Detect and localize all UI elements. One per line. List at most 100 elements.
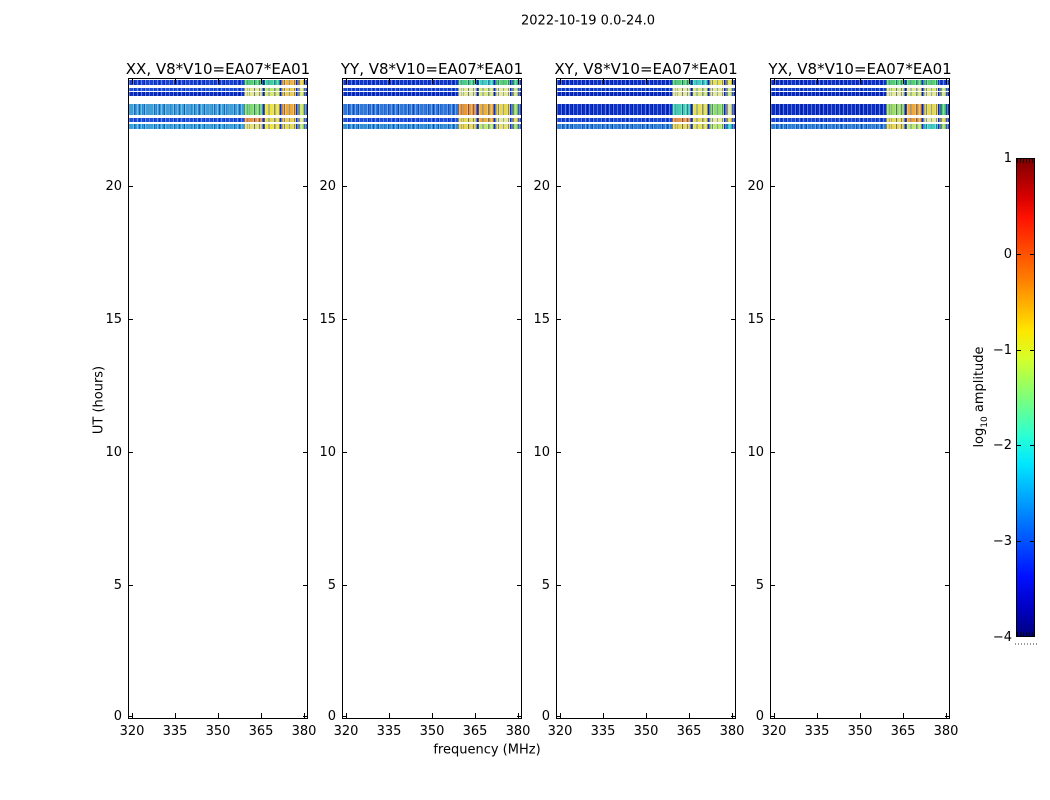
- heatmap-row: [343, 104, 521, 115]
- colorbar-tick: [1030, 349, 1034, 351]
- y-tick: [303, 451, 307, 453]
- y-tick-label: 10: [105, 444, 122, 460]
- colorbar-tick: [1017, 254, 1021, 256]
- x-tick: [946, 79, 947, 84]
- colorbar-tick-label: 0: [1003, 246, 1012, 262]
- colorbar-tick: [1030, 540, 1034, 542]
- y-tick-label: 0: [541, 709, 550, 724]
- y-tick-label: 20: [533, 178, 550, 194]
- y-tick-label: 0: [755, 709, 764, 724]
- x-tick: [218, 79, 219, 84]
- y-tick-label: 0: [327, 709, 336, 724]
- heatmap-panel: [342, 78, 522, 719]
- colorbar-label-prefix: log: [972, 427, 988, 448]
- y-tick: [343, 318, 347, 320]
- y-tick: [945, 185, 949, 187]
- x-tick: [346, 79, 347, 84]
- heatmap-row: [129, 104, 307, 115]
- x-tick: [817, 713, 818, 718]
- heatmap-row: [129, 117, 307, 122]
- y-tick: [129, 451, 133, 453]
- x-tick-label: 320: [547, 724, 573, 739]
- x-tick-label: 320: [761, 724, 787, 739]
- x-tick-label: 380: [505, 724, 531, 739]
- y-tick: [771, 716, 775, 717]
- heatmap-row: [771, 124, 949, 130]
- y-tick: [771, 584, 775, 586]
- x-tick-label: 335: [590, 724, 616, 739]
- y-tick: [557, 318, 561, 320]
- x-tick: [732, 713, 733, 718]
- y-tick: [557, 716, 561, 717]
- y-tick-label: 15: [747, 311, 764, 327]
- x-tick: [946, 713, 947, 718]
- heatmap-row: [771, 104, 949, 115]
- x-tick: [774, 79, 775, 84]
- y-tick-label: 5: [541, 577, 550, 593]
- x-tick: [432, 713, 433, 718]
- x-tick: [560, 79, 561, 84]
- y-tick-label: 15: [319, 311, 336, 327]
- y-tick: [517, 451, 521, 453]
- panel-title: XY, V8*V10=EA07*EA01: [554, 60, 738, 78]
- x-tick: [860, 713, 861, 718]
- heatmap-row: [343, 124, 521, 130]
- y-tick-label: 5: [113, 577, 122, 593]
- x-tick: [646, 713, 647, 718]
- heatmap-panel: [556, 78, 736, 719]
- x-tick: [132, 79, 133, 84]
- y-tick: [303, 185, 307, 187]
- x-tick: [475, 713, 476, 718]
- heatmap-row: [557, 117, 735, 122]
- heatmap-row: [129, 88, 307, 91]
- x-tick: [817, 79, 818, 84]
- colorbar-top-minorticks: [1017, 159, 1034, 163]
- heatmap-panel: [128, 78, 308, 719]
- y-tick: [303, 584, 307, 586]
- x-tick: [603, 713, 604, 718]
- colorbar-tick: [1017, 349, 1021, 351]
- x-tick: [175, 713, 176, 718]
- panel-title: YY, V8*V10=EA07*EA01: [340, 60, 524, 78]
- colorbar-bottom-minorticks: [1017, 632, 1034, 636]
- colorbar-underflow-dots: [1015, 643, 1037, 645]
- y-tick: [771, 451, 775, 453]
- x-tick-label: 335: [162, 724, 188, 739]
- y-tick: [343, 185, 347, 187]
- x-tick-label: 365: [890, 724, 916, 739]
- x-tick-label: 380: [719, 724, 745, 739]
- y-tick-label: 5: [327, 577, 336, 593]
- y-tick: [945, 451, 949, 453]
- y-tick: [731, 451, 735, 453]
- x-tick: [518, 79, 519, 84]
- x-tick: [261, 79, 262, 84]
- heatmap-row: [129, 124, 307, 130]
- y-tick: [303, 716, 307, 717]
- x-tick: [903, 79, 904, 84]
- y-tick: [771, 318, 775, 320]
- y-tick-label: 5: [755, 577, 764, 593]
- y-tick-label: 15: [105, 311, 122, 327]
- x-tick-label: 365: [676, 724, 702, 739]
- y-tick-label: 10: [747, 444, 764, 460]
- y-tick-label: 20: [105, 178, 122, 194]
- colorbar-tick: [1017, 445, 1021, 447]
- x-tick-label: 365: [462, 724, 488, 739]
- y-tick: [945, 584, 949, 586]
- x-tick-label: 320: [333, 724, 359, 739]
- x-tick: [689, 713, 690, 718]
- y-tick: [343, 451, 347, 453]
- x-tick: [774, 713, 775, 718]
- y-tick: [517, 318, 521, 320]
- y-tick: [731, 716, 735, 717]
- y-tick: [343, 716, 347, 717]
- colorbar-tick-label: −1: [992, 342, 1012, 358]
- y-tick-label: 10: [533, 444, 550, 460]
- y-tick: [517, 584, 521, 586]
- colorbar-label: log10 amplitude: [972, 346, 990, 447]
- panel-title: XX, V8*V10=EA07*EA01: [125, 60, 311, 78]
- figure-title: 2022-10-19 0.0-24.0: [521, 13, 655, 29]
- x-tick-label: 380: [933, 724, 959, 739]
- x-tick: [175, 79, 176, 84]
